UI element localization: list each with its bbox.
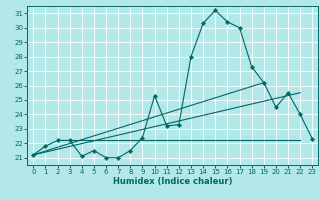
X-axis label: Humidex (Indice chaleur): Humidex (Indice chaleur) — [113, 177, 233, 186]
